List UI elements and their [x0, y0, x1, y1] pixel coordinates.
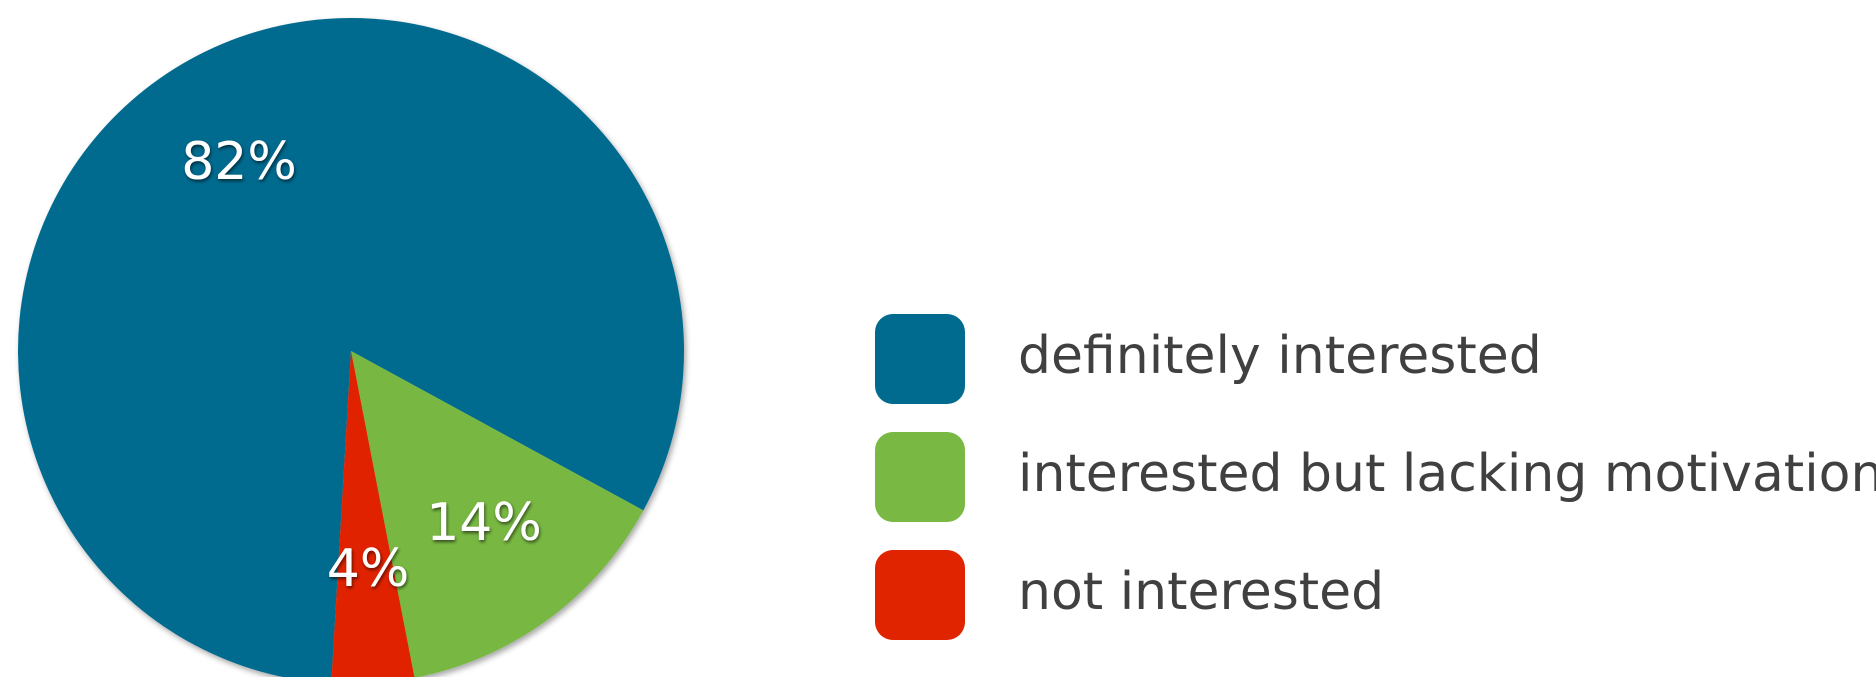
- legend-swatch: [875, 550, 965, 640]
- pie-slice: [331, 351, 415, 677]
- legend-swatch: [875, 432, 965, 522]
- legend-label: not interested: [1018, 562, 1384, 622]
- legend-label: definitely interested: [1018, 326, 1542, 386]
- data-label: 14%: [426, 493, 542, 553]
- data-label: 82%: [181, 132, 297, 192]
- pie-slice: [18, 18, 684, 677]
- pie-slice: [351, 351, 644, 677]
- legend-swatch: [875, 314, 965, 404]
- pie: [18, 18, 684, 677]
- data-label: 4%: [327, 539, 410, 599]
- legend-label: interested but lacking motivation: [1018, 444, 1876, 504]
